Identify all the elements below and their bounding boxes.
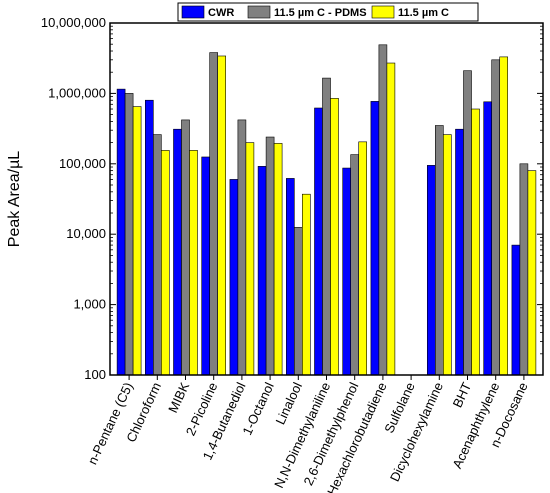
bar-2-7 xyxy=(293,227,303,376)
y-tick-label: 1,000 xyxy=(73,297,106,312)
bar-1-10 xyxy=(370,101,380,376)
bar-3-1 xyxy=(132,106,142,376)
bar-2-12 xyxy=(434,125,444,376)
y-tick-label: 100 xyxy=(84,367,106,382)
bar-1-14 xyxy=(483,101,493,376)
y-tick-label: 1,000,000 xyxy=(48,85,106,100)
bar-1-2 xyxy=(145,99,154,376)
legend-label-1: CWR xyxy=(208,7,234,19)
bar-3-8 xyxy=(330,98,339,376)
bar-2-1 xyxy=(124,93,134,376)
legend: CWR 11.5 µm C - PDMS 11.5 µm C xyxy=(177,2,479,22)
legend-label-3: 11.5 µm C xyxy=(398,7,449,19)
legend-swatch-3 xyxy=(371,5,395,19)
bar-1-9 xyxy=(342,167,352,376)
bar-3-14 xyxy=(499,56,509,376)
y-tick-label: 10,000,000 xyxy=(41,15,106,30)
bar-3-10 xyxy=(386,62,396,376)
y-tick-label: 10,000 xyxy=(66,226,106,241)
bar-1-5 xyxy=(229,179,239,376)
bar-2-4 xyxy=(209,52,218,376)
x-tick-label: MIBK xyxy=(165,380,192,415)
legend-label-2: 11.5 µm C - PDMS xyxy=(274,7,367,19)
bar-3-5 xyxy=(245,142,255,376)
bar-1-3 xyxy=(173,128,182,376)
bar-3-2 xyxy=(161,150,170,376)
bar-3-15 xyxy=(527,170,537,376)
bar-1-13 xyxy=(455,128,464,376)
x-tick-label: n-Pentane (C5) xyxy=(85,380,136,467)
bar-1-7 xyxy=(285,178,295,376)
bar-1-12 xyxy=(426,165,436,376)
y-axis: 100 1,000 10,000 100,000 1,000,000 10,000,000 xyxy=(41,15,543,382)
bar-2-5 xyxy=(237,119,247,376)
bar-2-14 xyxy=(491,59,501,376)
bar-3-6 xyxy=(273,143,283,376)
bar-3-7 xyxy=(301,193,311,376)
bar-1-6 xyxy=(257,166,267,376)
bar-2-2 xyxy=(153,134,162,376)
bar-3-12 xyxy=(442,134,452,376)
bar-1-1 xyxy=(116,88,126,376)
x-tick-label: BHT xyxy=(450,380,475,410)
bar-2-3 xyxy=(181,119,190,376)
legend-swatch-1 xyxy=(181,5,205,19)
bar-3-13 xyxy=(471,108,480,376)
bar-1-8 xyxy=(314,107,323,376)
bar-3-3 xyxy=(189,150,198,376)
bar-2-9 xyxy=(350,154,360,376)
bars-layer xyxy=(116,44,537,376)
bar-1-15 xyxy=(511,244,521,376)
x-axis: n-Pentane (C5)Chloroform MIBK2-Picoline1,… xyxy=(85,375,531,493)
bar-2-10 xyxy=(378,44,388,376)
bar-2-8 xyxy=(322,77,331,376)
bar-1-4 xyxy=(201,156,210,376)
bar-3-4 xyxy=(217,55,226,376)
bar-2-6 xyxy=(265,136,275,376)
bar-2-15 xyxy=(519,163,529,376)
bar-3-9 xyxy=(358,141,368,376)
bar-2-13 xyxy=(463,70,472,376)
y-axis-title: Peak Area/µL xyxy=(6,151,23,247)
legend-swatch-2 xyxy=(247,5,271,19)
y-tick-label: 100,000 xyxy=(59,156,106,171)
